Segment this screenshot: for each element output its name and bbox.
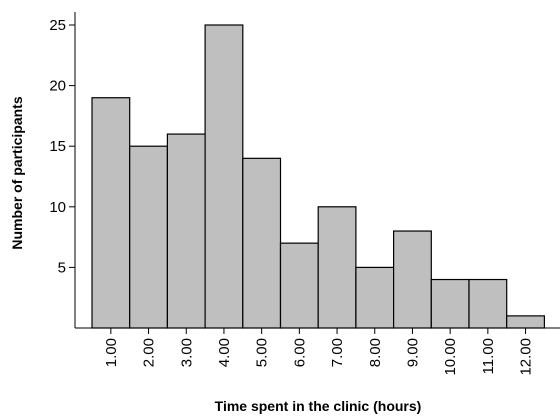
x-axis-title: Time spent in the clinic (hours) <box>215 398 422 414</box>
x-tick-label: 3.00 <box>178 338 195 367</box>
bar <box>506 315 546 329</box>
x-tick-label: 2.00 <box>141 338 158 367</box>
x-tick-label: 8.00 <box>367 338 384 367</box>
y-tick-label: 20 <box>49 78 66 95</box>
x-tick-label: 12.00 <box>518 338 535 376</box>
x-axis: 1.00 2.00 3.00 4.00 5.00 6.00 7.00 8.00 9.00 10.0… <box>75 327 560 376</box>
bar <box>317 206 357 329</box>
bar <box>129 145 168 329</box>
bar <box>166 133 206 329</box>
y-tick-label: 15 <box>49 138 66 155</box>
x-tick-label: 11.00 <box>480 338 497 374</box>
y-tick-label: 25 <box>49 17 66 34</box>
bar <box>468 278 508 329</box>
bar <box>355 266 395 329</box>
bar <box>91 97 131 329</box>
x-tick-label: 10.00 <box>442 338 459 376</box>
bar <box>204 24 244 329</box>
x-tick-label: 9.00 <box>404 338 421 367</box>
x-tick-label: 7.00 <box>329 338 346 367</box>
x-tick-label: 1.00 <box>103 338 120 367</box>
x-tick-label: 5.00 <box>254 338 271 367</box>
x-tick-label: 4.00 <box>216 338 233 367</box>
bar <box>279 242 319 329</box>
bar <box>393 230 432 329</box>
y-tick-label: 10 <box>49 199 66 216</box>
bar <box>242 157 282 329</box>
y-axis: 5 10 15 20 25 <box>49 12 76 328</box>
bars-group <box>91 24 546 329</box>
y-tick-label: 5 <box>58 259 66 276</box>
y-axis-title: Number of participants <box>9 96 25 249</box>
bar <box>430 278 470 329</box>
x-tick-label: 6.00 <box>291 338 308 367</box>
